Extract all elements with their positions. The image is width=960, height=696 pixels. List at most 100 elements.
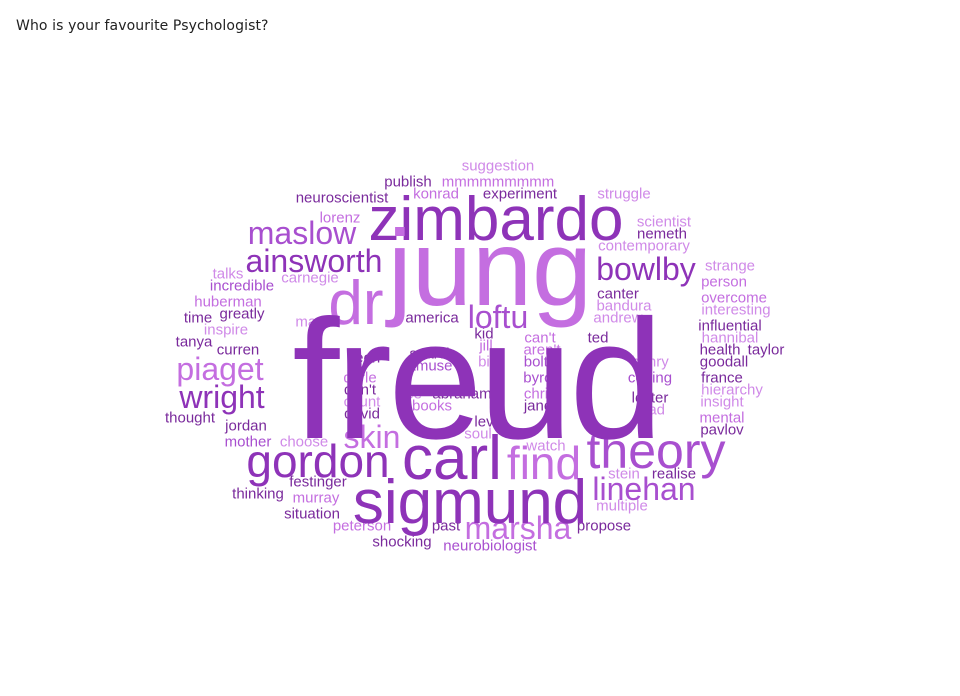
word-gordon: gordon	[246, 435, 390, 487]
word-freud: freud	[292, 285, 663, 475]
word-lee: lee	[401, 385, 423, 403]
word-loftu: loftu	[467, 299, 529, 335]
word-jordan: jordan	[225, 417, 267, 435]
word-konrad: konrad	[413, 185, 459, 203]
word-amuse: amuse	[407, 357, 453, 375]
word-pavlov: pavlov	[700, 421, 744, 439]
word-greatly: greatly	[219, 305, 265, 323]
word-david: david	[344, 405, 380, 423]
word-chri: chri	[523, 385, 549, 403]
word-lorenz: lorenz	[319, 209, 361, 227]
word-linehan: linehan	[592, 471, 696, 507]
word-time: time	[183, 309, 213, 327]
word-leon: leon	[351, 349, 381, 367]
word-curren: curren	[216, 341, 260, 359]
word-mental: mental	[699, 409, 745, 427]
word-count: count	[343, 393, 381, 411]
word-goodall: goodall	[699, 353, 749, 371]
word-health: health	[699, 341, 741, 359]
word-watch: watch	[526, 437, 566, 455]
word-contemporary: contemporary	[598, 237, 690, 255]
word-bolte: bolte	[523, 353, 557, 371]
word-coping: coping	[627, 369, 673, 387]
word-publish: publish	[384, 173, 432, 191]
word-map: map	[295, 313, 325, 331]
word-multiple: multiple	[596, 497, 648, 515]
word-shocking: shocking	[372, 533, 432, 551]
word-france: france	[701, 369, 743, 387]
word-theory: theory	[586, 423, 726, 479]
word-darle: darle	[343, 369, 377, 387]
word-jane: jane	[523, 397, 553, 415]
word-andrew: andrew	[593, 309, 643, 327]
word-strange: strange	[704, 257, 756, 275]
word-stein: stein	[608, 465, 640, 483]
word-overcome: overcome	[701, 289, 767, 307]
word-peterson: peterson	[332, 517, 392, 535]
word-taylor: taylor	[747, 341, 785, 359]
word-scientist: scientist	[636, 213, 692, 231]
word-realise: realise	[651, 465, 697, 483]
word-interesting: interesting	[701, 301, 771, 319]
word-search: search	[409, 345, 455, 363]
word-incredible: incredible	[209, 277, 275, 295]
word-henry: henry	[631, 353, 669, 371]
word-hierarchy: hierarchy	[701, 381, 763, 399]
word-insight: insight	[700, 393, 744, 411]
word-soul: soul	[464, 425, 492, 443]
word-wright: wright	[179, 379, 265, 415]
word-mother: mother	[224, 433, 272, 451]
word-marsha: marsha	[464, 510, 572, 546]
word-canter: canter	[597, 285, 639, 303]
word-mmmmmmmm: mmmmmmmmm	[441, 173, 555, 191]
word-thinking: thinking	[232, 485, 284, 503]
word-kid: kid	[474, 325, 494, 343]
word-arent: aren't	[523, 341, 561, 359]
word-experiment: experiment	[482, 185, 558, 203]
word-person: person	[701, 273, 747, 291]
word-neurobiologist: neurobiologist	[443, 537, 537, 555]
word-piaget: piaget	[176, 351, 264, 387]
word-huberman: huberman	[194, 293, 262, 311]
word-past: past	[431, 517, 461, 535]
word-thought: thought	[164, 409, 216, 427]
word-cant: can't	[524, 329, 556, 347]
word-read: read	[634, 401, 666, 419]
word-zimbardo: zimbardo	[368, 185, 624, 254]
word-neuroscientist: neuroscientist	[295, 189, 389, 207]
word-propose: propose	[576, 517, 632, 535]
word-carl: carl	[402, 424, 502, 493]
word-lev: lev	[474, 413, 494, 431]
word-abraham: abraham	[432, 385, 492, 403]
question-title: Who is your favourite Psychologist?	[16, 18, 269, 34]
word-talks: talks	[212, 265, 244, 283]
word-influential: influential	[698, 317, 762, 335]
word-bit: bit	[478, 353, 494, 371]
word-find: find	[506, 437, 582, 489]
word-lecter: lecter	[631, 389, 669, 407]
word-skin: skin	[343, 419, 401, 455]
word-hannibal: hannibal	[701, 329, 759, 347]
word-bandura: bandura	[596, 297, 652, 315]
word-bowlby: bowlby	[596, 251, 696, 287]
word-books: books	[411, 397, 453, 415]
word-nemeth: nemeth	[636, 225, 688, 243]
word-situation: situation	[284, 505, 340, 523]
word-jill: jill	[479, 337, 493, 355]
word-inspire: inspire	[203, 321, 249, 339]
word-ted: ted	[587, 329, 609, 347]
word-jung: jung	[387, 207, 593, 328]
word-carnegie: carnegie	[281, 269, 339, 287]
word-murray: murray	[292, 489, 340, 507]
word-choose: choose	[279, 433, 329, 451]
word-america: america	[405, 309, 459, 327]
word-suggestion: suggestion	[461, 157, 535, 175]
word-struggle: struggle	[597, 185, 651, 203]
word-maslow: maslow	[247, 215, 357, 251]
word-dr: dr	[328, 269, 384, 338]
word-byron: byron	[523, 369, 561, 387]
word-sigmund: sigmund	[352, 468, 588, 537]
word-dont: don't	[343, 381, 377, 399]
word-tanya: tanya	[175, 333, 213, 351]
